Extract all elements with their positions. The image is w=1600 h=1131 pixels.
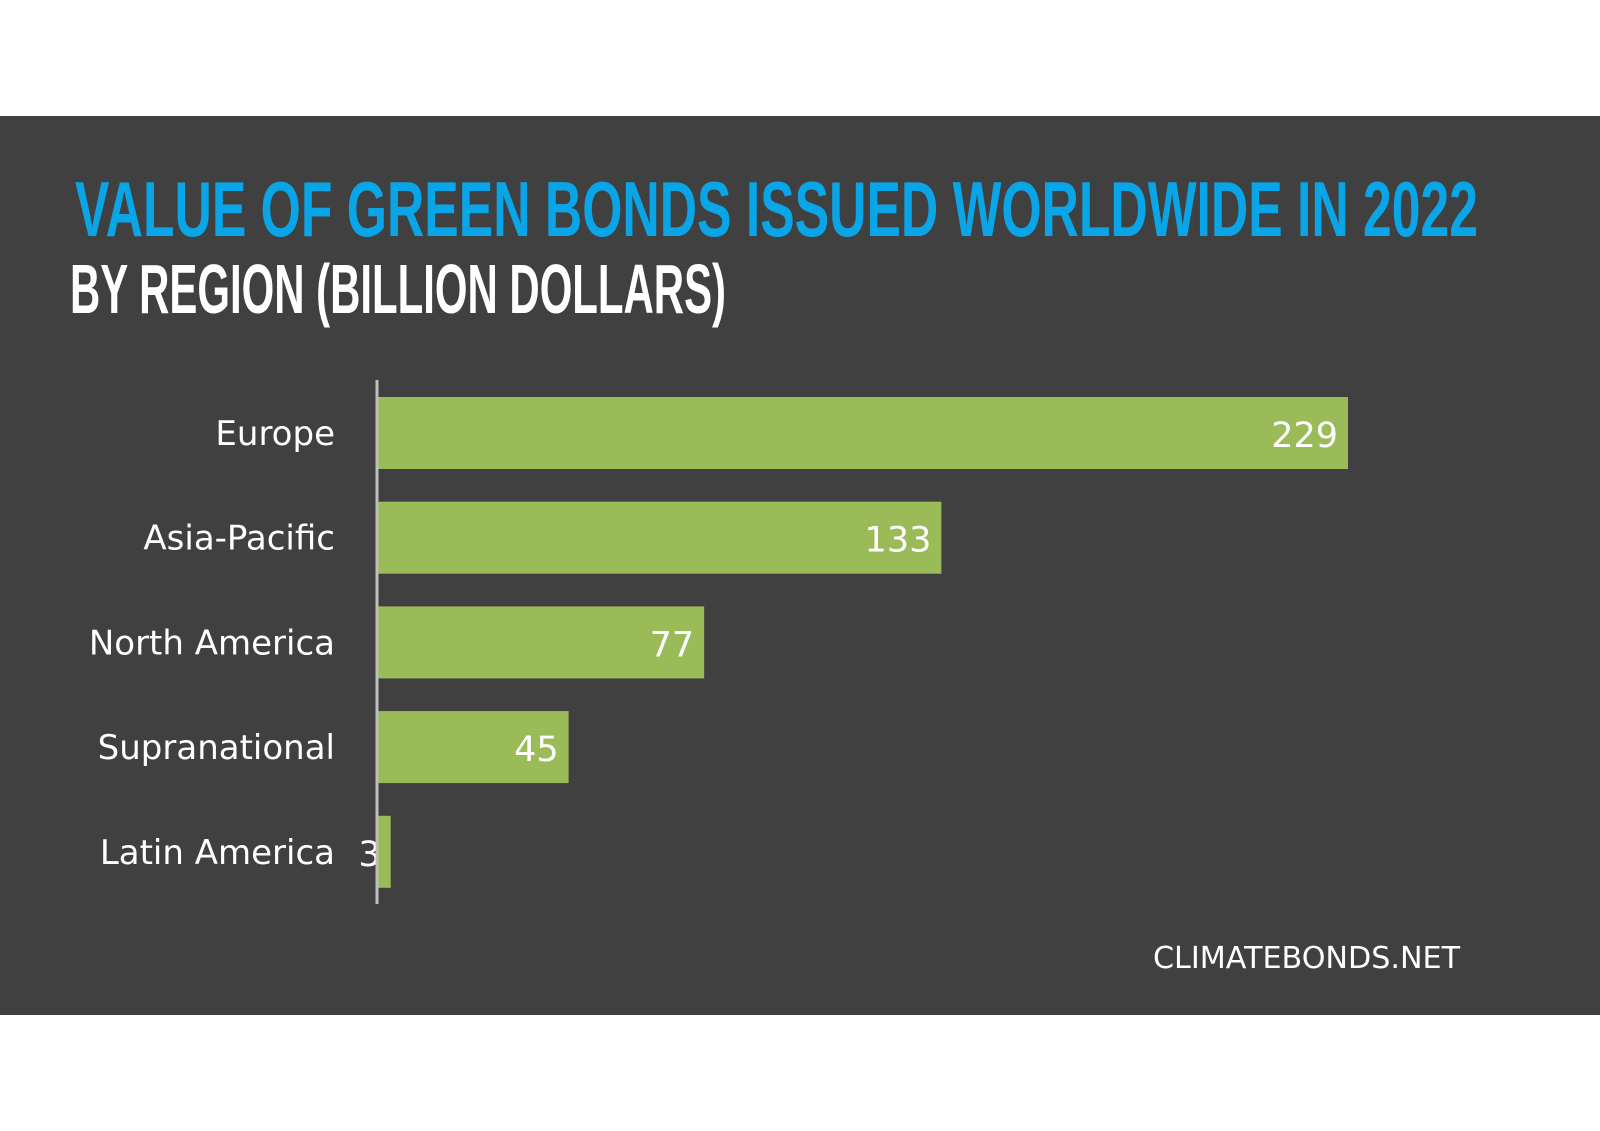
source-label: CLIMATEBONDS.NET <box>1153 941 1461 976</box>
category-label: Asia-Pacific <box>143 519 335 559</box>
chart-title: VALUE OF GREEN BONDS ISSUED WORLDWIDE IN… <box>75 165 1478 253</box>
bar-asia-pacific <box>378 501 942 574</box>
category-label: North America <box>89 623 335 663</box>
bar-europe <box>378 397 1348 469</box>
bar-supranational <box>378 711 569 784</box>
bars-group: Europe 229 Asia-Pacific 133 North America 77 S… <box>89 397 1348 888</box>
category-label: Supranational <box>98 728 335 768</box>
data-label: 229 <box>1271 416 1338 456</box>
data-label: 45 <box>514 730 559 770</box>
category-label: Latin America <box>100 833 335 873</box>
category-label: Europe <box>215 414 335 454</box>
data-label: 77 <box>650 625 695 665</box>
data-label: 3 <box>358 835 380 875</box>
bar-latin-america <box>378 815 391 888</box>
data-label: 133 <box>865 521 932 561</box>
chart-subtitle: BY REGION (BILLION DOLLARS) <box>70 250 726 328</box>
bar-north-america <box>378 606 705 679</box>
